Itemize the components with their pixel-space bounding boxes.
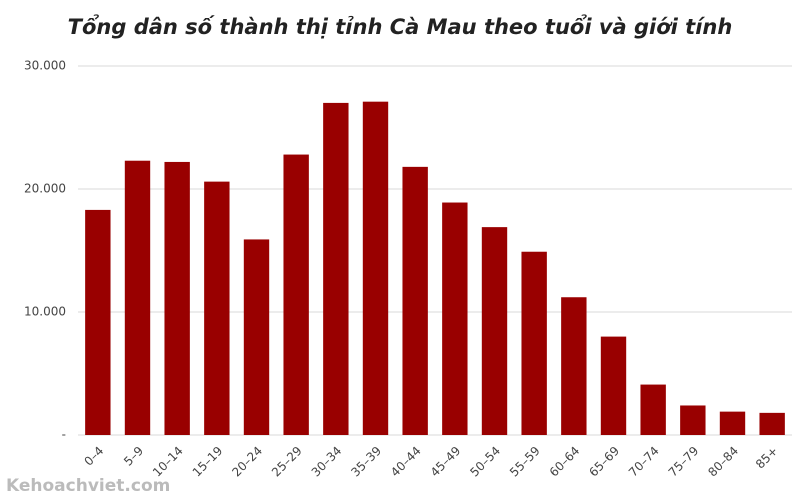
y-tick-label: - [62,428,66,442]
bar [124,160,151,435]
y-tick-label: 20.000 [24,182,66,196]
chart-title: Tổng dân số thành thị tỉnh Cà Mau theo t… [68,14,733,39]
x-tick-label: 15–19 [190,444,226,480]
bar [402,166,428,436]
x-tick-label: 75–79 [666,444,702,480]
x-tick-label: 65–69 [586,444,622,480]
bar [323,102,349,436]
watermark: Kehoachviet.com [6,476,170,496]
bar [521,251,547,435]
bar [561,297,587,435]
x-tick-label: 30–34 [309,444,345,480]
y-tick-label: 10.000 [24,305,66,319]
bar [204,181,230,435]
x-tick-label: 0–4 [81,444,106,469]
x-tick-label: 35–39 [348,444,384,480]
bar [85,209,111,435]
bar [243,239,270,435]
x-tick-label: 20–24 [229,444,265,480]
bar [759,412,785,435]
bar [283,154,309,435]
bar [680,405,706,435]
x-tick-label: 10–14 [150,444,186,480]
x-tick-label: 80–84 [705,444,741,480]
x-tick-label: 70–74 [626,444,662,480]
x-tick-label: 55–59 [507,444,543,480]
x-tick-label: 25–29 [269,444,305,480]
bar [719,411,746,435]
y-tick-label: 30.000 [24,59,66,73]
x-tick-label: 60–64 [547,444,583,480]
bar [164,161,190,435]
bar [600,336,627,435]
bar [640,384,666,435]
x-tick-label: 85+ [753,444,781,472]
bar [362,101,389,436]
bar [481,227,508,435]
bar [442,202,468,435]
x-tick-label: 40–44 [388,444,424,480]
x-tick-label: 50–54 [467,444,503,480]
x-tick-label: 5–9 [121,444,146,469]
x-tick-label: 45–49 [428,444,464,480]
